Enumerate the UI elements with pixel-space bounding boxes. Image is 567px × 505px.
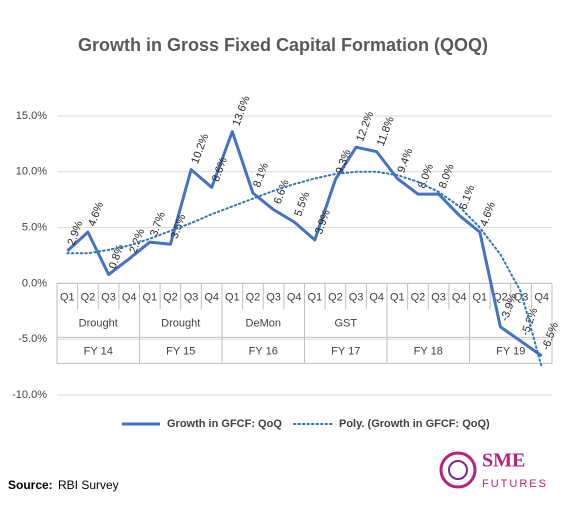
legend-label: Growth in GFCF: QoQ [167,418,282,430]
x-tick-label: Q2 [493,291,508,303]
legend-label: Poly. (Growth in GFCF: QoQ) [339,418,490,430]
source-label: Source: [8,478,53,492]
group-label: FY 19 [496,345,525,357]
x-tick-label: Q4 [204,291,219,303]
y-tick-label: 15.0% [16,110,47,122]
x-tick-label: Q1 [225,291,240,303]
group-label: FY 15 [166,345,195,357]
event-label: Drought [161,317,200,329]
logo-icon-inner [448,460,468,480]
y-tick-label: 5.0% [22,222,47,234]
data-line [66,130,543,358]
x-tick-label: Q3 [266,291,281,303]
logo: SME FUTURES [439,450,548,490]
y-tick-label: -5.0% [18,333,47,345]
y-tick-label: 10.0% [16,166,47,178]
x-tick-label: Q1 [390,291,405,303]
x-tick-label: Q1 [472,291,487,303]
x-tick-label: Q3 [184,291,199,303]
y-tick-label: 0.0% [22,277,47,289]
x-tick-label: Q3 [101,291,116,303]
x-tick-label: Q1 [142,291,157,303]
x-tick-label: Q4 [369,291,384,303]
event-label: DeMon [246,317,281,329]
event-label: Drought [79,317,118,329]
group-label: FY 14 [84,345,113,357]
group-label: FY 18 [414,345,443,357]
y-tick-label: -10.0% [12,389,47,401]
x-tick-label: Q2 [411,291,426,303]
x-tick-label: Q2 [246,291,261,303]
x-tick-label: Q4 [452,291,467,303]
x-tick-label: Q2 [328,291,343,303]
x-tick-label: Q4 [287,291,302,303]
group-label: FY 17 [331,345,360,357]
x-tick-label: Q3 [514,291,529,303]
x-tick-label: Q1 [60,291,75,303]
source-text: RBI Survey [58,478,119,492]
trend-line [66,170,543,369]
x-tick-label: Q4 [122,291,137,303]
logo-subtext: FUTURES [482,478,548,490]
logo-icon [439,451,477,489]
event-label: GST [334,317,357,329]
x-tick-label: Q2 [163,291,178,303]
x-tick-label: Q2 [81,291,96,303]
chart-title: Growth in Gross Fixed Capital Formation … [78,35,488,55]
x-tick-label: Q4 [534,291,549,303]
logo-text: SME [482,450,525,472]
x-tick-label: Q3 [431,291,446,303]
group-label: FY 16 [249,345,278,357]
x-tick-label: Q1 [307,291,322,303]
x-tick-label: Q3 [349,291,364,303]
